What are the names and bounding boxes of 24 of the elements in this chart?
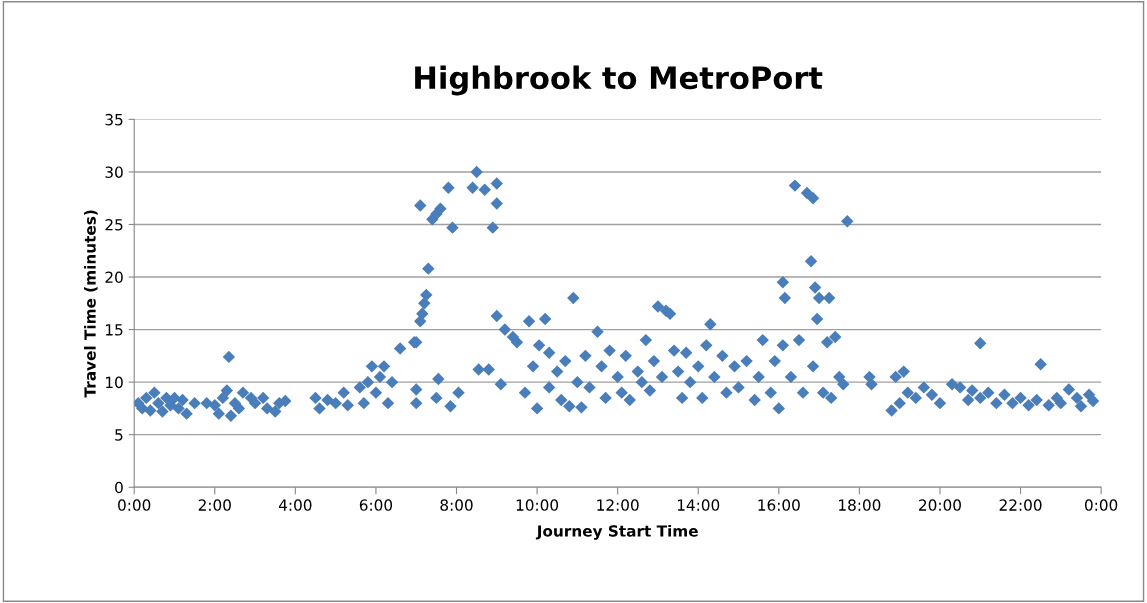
x-tick-label: 18:00 [839,499,881,511]
y-tick-label: 35 [105,113,123,126]
y-axis-title: Travel Time (minutes) [84,210,98,398]
y-tick-label: 20 [105,271,123,284]
chart-title: Highbrook to MetroPort [415,65,823,96]
x-tick-label: 8:00 [440,499,473,511]
x-tick-label: 6:00 [359,499,393,511]
x-tick-label: 22:00 [999,499,1042,511]
x-tick-label: 10:00 [516,499,559,511]
y-tick-label: 15 [106,324,123,336]
x-tick-label: 20:00 [919,499,961,511]
x-tick-label: 2:00 [198,499,231,511]
y-tick-label: 5 [115,429,123,441]
x-axis-title: Journey Start Time [535,524,698,540]
y-tick-label: 25 [105,218,123,231]
y-tick-label: 30 [105,166,123,178]
x-tick-label: 0:00 [1084,499,1118,511]
x-tick-label: 4:00 [278,499,312,511]
x-tick-label: 12:00 [597,499,639,511]
x-tick-label: 16:00 [758,499,800,511]
y-tick-label: 0 [115,481,123,494]
x-tick-label: 14:00 [677,499,720,511]
x-tick-label: 0:00 [118,499,151,511]
y-tick-label: 10 [106,376,123,389]
